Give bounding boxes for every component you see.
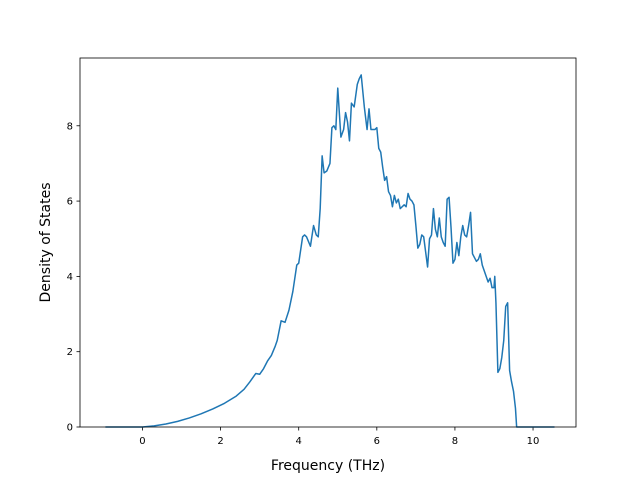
x-tick-label: 8: [452, 436, 458, 447]
y-tick-label: 2: [67, 347, 73, 358]
x-tick-label: 10: [527, 436, 540, 447]
x-tick-label: 2: [217, 436, 223, 447]
y-axis-ticks: 0 2 4 6 8: [67, 121, 80, 434]
y-tick-label: 0: [67, 423, 73, 434]
y-axis-title: Density of States: [38, 183, 54, 303]
x-tick-label: 0: [139, 436, 145, 447]
x-axis-ticks: 0 2 4 6 8 10: [139, 427, 539, 447]
y-tick-label: 4: [67, 272, 73, 283]
y-tick-label: 8: [67, 121, 73, 132]
plot-frame: [79, 57, 577, 428]
x-axis-title: Frequency (THz): [271, 458, 385, 474]
y-tick-label: 6: [67, 197, 73, 208]
x-tick-label: 6: [374, 436, 380, 447]
x-tick-label: 4: [296, 436, 302, 447]
series-line: [105, 74, 555, 428]
